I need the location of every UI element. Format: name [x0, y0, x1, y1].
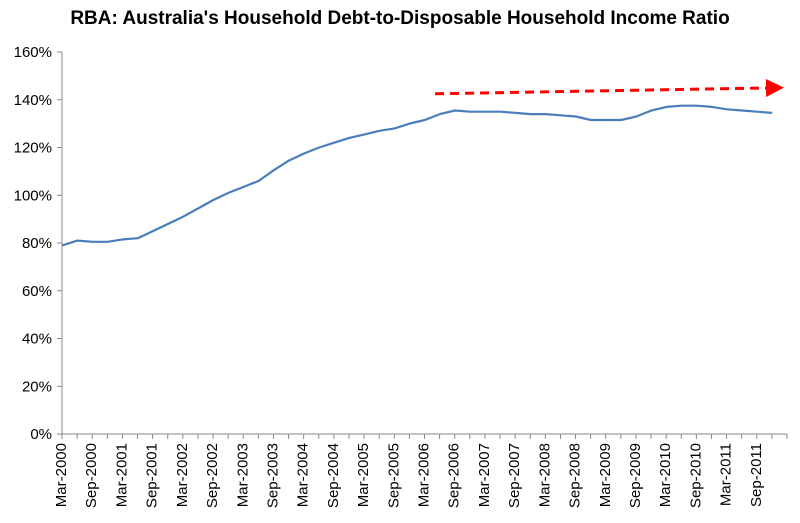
y-tick-label: 120%	[14, 140, 52, 157]
x-tick-label: Sep-2005	[385, 443, 402, 508]
x-tick-label: Mar-2004	[295, 443, 312, 507]
y-tick-label: 60%	[22, 283, 52, 300]
x-tick-label: Sep-2008	[567, 443, 584, 508]
x-tick-label: Mar-2007	[476, 443, 493, 507]
x-tick-label: Mar-2009	[597, 443, 614, 507]
x-tick-label: Mar-2011	[718, 443, 735, 506]
x-tick-label: Sep-2004	[325, 443, 342, 508]
y-tick-label: 0%	[30, 426, 52, 443]
x-tick-label: Mar-2008	[536, 443, 553, 507]
annotation-layer	[435, 78, 784, 97]
x-tick-label: Mar-2010	[657, 443, 674, 507]
x-tick-label: Mar-2002	[174, 443, 191, 507]
y-tick-label: 40%	[22, 331, 52, 348]
x-tick-label: Sep-2006	[446, 443, 463, 508]
y-tick-label: 100%	[14, 187, 52, 204]
x-tick-label: Sep-2002	[204, 443, 221, 508]
series-line	[61, 104, 773, 247]
x-tick-label: Mar-2006	[416, 443, 433, 507]
x-tick-label: Sep-2003	[264, 443, 281, 508]
y-tick-label: 160%	[14, 44, 52, 61]
x-tick-label: Mar-2000	[53, 443, 70, 507]
x-tick-label: Mar-2005	[355, 443, 372, 507]
y-tick-label: 80%	[22, 235, 52, 252]
x-tick-label: Sep-2001	[144, 443, 161, 508]
y-tick-label: 20%	[22, 378, 52, 395]
series-layer	[61, 104, 773, 247]
x-tick-label: Sep-2007	[506, 443, 523, 508]
chart-title: RBA: Australia's Household Debt-to-Dispo…	[70, 8, 730, 29]
x-tick-label: Mar-2001	[113, 443, 130, 507]
x-axis-ticks: Mar-2000 Sep-2000 Mar-2001 Sep-2001 Mar-2002…	[53, 434, 788, 508]
x-tick-label: Sep-2010	[687, 443, 704, 508]
x-tick-label: Sep-2011	[748, 443, 765, 507]
y-axis-ticks: 0% 20% 40% 60% 80% 100% 120% 140% 160%	[14, 44, 62, 443]
x-tick-label: Mar-2003	[234, 443, 251, 507]
y-tick-label: 140%	[14, 92, 52, 109]
trend-arrow	[435, 78, 784, 97]
x-tick-label: Sep-2009	[627, 443, 644, 508]
x-tick-label: Sep-2000	[83, 443, 100, 508]
